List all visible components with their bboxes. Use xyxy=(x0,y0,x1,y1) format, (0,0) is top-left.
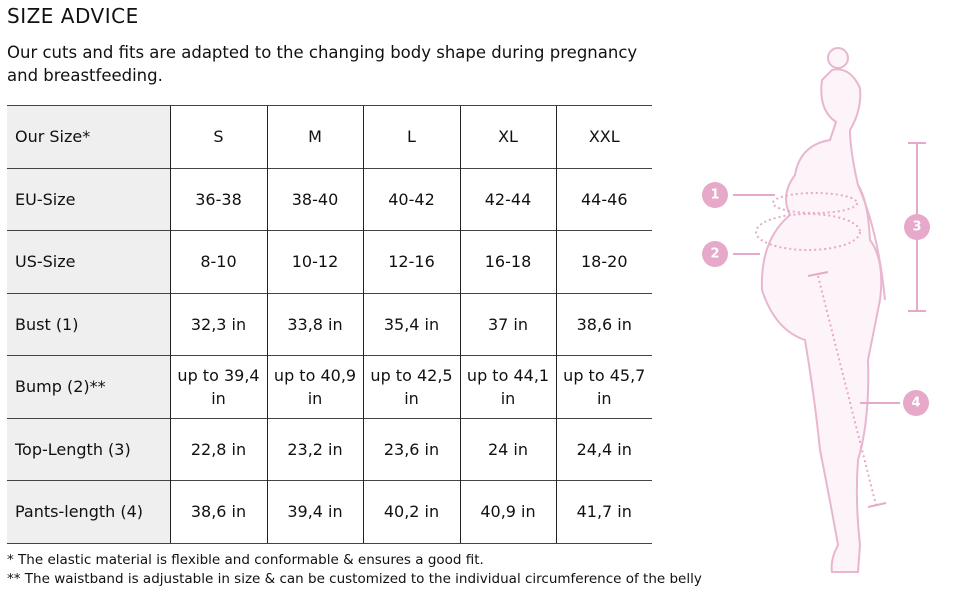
table-cell: 24 in xyxy=(459,417,556,481)
table-cell: 23,2 in xyxy=(266,417,363,481)
table-cell: 40,9 in xyxy=(459,480,556,544)
table-cell: 8-10 xyxy=(169,230,267,293)
intro: Our cuts and fits are adapted to the cha… xyxy=(7,43,638,85)
table-cell: S xyxy=(169,105,267,168)
table-cell: 41,7 in xyxy=(555,480,652,544)
table-cell: 37 in xyxy=(459,292,556,356)
table-cell: 24,4 in xyxy=(555,417,652,481)
table-cell: 35,4 in xyxy=(362,292,460,356)
table-cell: 22,8 in xyxy=(169,417,267,481)
table-cell: up to 44,1 in xyxy=(459,355,556,418)
row-header: US-Size xyxy=(7,230,170,293)
row-header: Pants-length (4) xyxy=(7,480,170,544)
footnotes: * The elastic material is flexible and c… xyxy=(7,551,702,589)
table-row: Bump (2)** up to 39,4 in up to 40,9 in up t… xyxy=(7,355,652,418)
table-row: EU-Size 36-38 38-40 40-42 42-44 44-46 xyxy=(7,167,652,231)
marker-circle xyxy=(904,214,930,240)
row-header: Bump (2)** xyxy=(7,355,170,418)
table-row: Pants-length (4) 38,6 in 39,4 in 40,2 in 40,… xyxy=(7,480,652,544)
table-cell: 18-20 xyxy=(555,230,652,293)
title: SIZE ADVICE xyxy=(7,4,139,28)
table-cell: 10-12 xyxy=(266,230,363,293)
measure-lines xyxy=(733,142,926,508)
table-cell: M xyxy=(266,105,363,168)
row-header: Top-Length (3) xyxy=(7,417,170,481)
table-cell: XL xyxy=(459,105,556,168)
table-cell: up to 39,4 in xyxy=(169,355,267,418)
table-cell: 23,6 in xyxy=(362,417,460,481)
marker-label: 1 xyxy=(710,188,719,203)
table-cell: 42-44 xyxy=(459,167,556,231)
footnote: * The elastic material is flexible and c… xyxy=(7,552,484,568)
marker-label: 2 xyxy=(710,247,719,262)
silhouette xyxy=(760,47,886,573)
table-cell: 38,6 in xyxy=(555,292,652,356)
table-cell: 40-42 xyxy=(362,167,460,231)
table-cell: 38,6 in xyxy=(169,480,267,544)
marker-label: 3 xyxy=(912,220,921,235)
table-cell: XXL xyxy=(555,105,652,168)
table-cell: up to 45,7 in xyxy=(555,355,652,418)
table-row: US-Size 8-10 10-12 12-16 16-18 18-20 xyxy=(7,230,652,293)
table-cell: 32,3 in xyxy=(169,292,267,356)
table-cell: 44-46 xyxy=(555,167,652,231)
table-row: Bust (1) 32,3 in 33,8 in 35,4 in 37 in 38,6 i… xyxy=(7,292,652,356)
row-header: EU-Size xyxy=(7,167,170,231)
table-cell: 40,2 in xyxy=(362,480,460,544)
marker-circle xyxy=(702,182,728,208)
row-header: Bust (1) xyxy=(7,292,170,356)
marker-circle xyxy=(903,390,929,416)
size-table: Our Size* S M L XL XXL EU-Size 36-38 38-40 40-42 4… xyxy=(7,105,652,544)
table-cell: up to 42,5 in xyxy=(362,355,460,418)
table-row: Top-Length (3) 22,8 in 23,2 in 23,6 in 24 in… xyxy=(7,417,652,481)
table-cell: 12-16 xyxy=(362,230,460,293)
table-cell: L xyxy=(362,105,460,168)
table-row: Our Size* S M L XL XXL xyxy=(7,105,652,168)
table-cell: 39,4 in xyxy=(266,480,363,544)
marker-label: 4 xyxy=(911,396,920,411)
table-cell: 16-18 xyxy=(459,230,556,293)
footnote: ** The waistband is adjustable in size &… xyxy=(7,571,702,587)
table-cell: 36-38 xyxy=(169,167,267,231)
row-header: Our Size* xyxy=(7,105,170,168)
table-cell: 38-40 xyxy=(266,167,363,231)
table-cell: up to 40,9 in xyxy=(266,355,363,418)
table-cell: 33,8 in xyxy=(266,292,363,356)
marker-circle xyxy=(702,241,728,267)
